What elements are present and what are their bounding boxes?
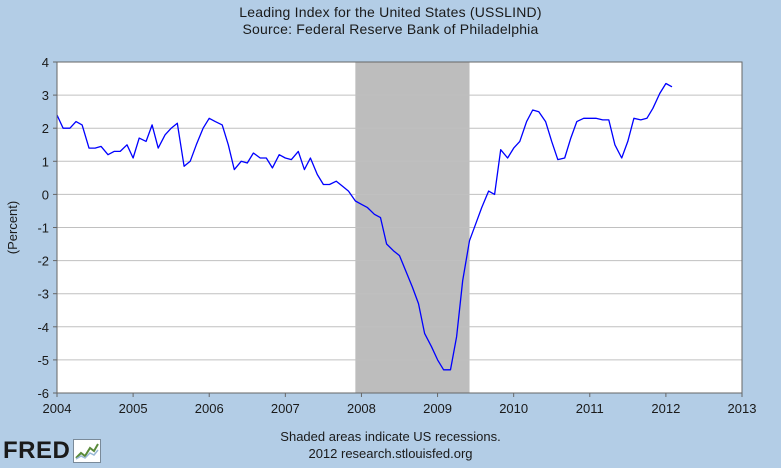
x-tick-label: 2008 — [347, 401, 376, 416]
y-tick-label: 3 — [42, 88, 49, 103]
y-tick-label: -6 — [37, 386, 49, 401]
recession-note: Shaded areas indicate US recessions. — [280, 429, 501, 444]
x-tick-label: 2004 — [43, 401, 72, 416]
y-tick-label: 2 — [42, 121, 49, 136]
x-tick-label: 2013 — [728, 401, 757, 416]
y-axis-label: (Percent) — [5, 201, 20, 254]
y-tick-label: -5 — [37, 353, 49, 368]
y-tick-label: -3 — [37, 287, 49, 302]
source-credit: 2012 research.stlouisfed.org — [308, 446, 473, 461]
y-tick-label: -4 — [37, 320, 49, 335]
plot-border — [56, 61, 743, 394]
y-tick-label: -1 — [37, 221, 49, 236]
x-axis: 2004 2005 2006 2007 2008 2009 2010 2011 2012 2013 — [43, 393, 757, 416]
x-tick-label: 2011 — [576, 401, 604, 416]
y-axis: -6 -5 -4 -3 -2 -1 0 1 2 3 4 — [37, 55, 57, 401]
series-line — [56, 82, 673, 371]
fred-logo-text: FRED — [3, 437, 71, 464]
y-tick-label: 4 — [42, 55, 49, 70]
y-tick-label: 0 — [42, 187, 49, 202]
fred-logo: FRED — [3, 437, 102, 465]
x-tick-label: 2010 — [499, 401, 528, 416]
chart-subtitle: Source: Federal Reserve Bank of Philadel… — [242, 21, 539, 37]
series-lines — [56, 82, 673, 371]
chart-title: Leading Index for the United States (USS… — [239, 4, 542, 20]
x-tick-label: 2005 — [119, 401, 148, 416]
y-tick-label: -2 — [37, 254, 49, 269]
x-tick-label: 2006 — [195, 401, 224, 416]
x-tick-label: 2007 — [271, 401, 300, 416]
x-tick-label: 2009 — [423, 401, 452, 416]
x-tick-label: 2012 — [651, 401, 680, 416]
chart-line-icon — [73, 439, 102, 463]
y-tick-label: 1 — [42, 154, 49, 169]
